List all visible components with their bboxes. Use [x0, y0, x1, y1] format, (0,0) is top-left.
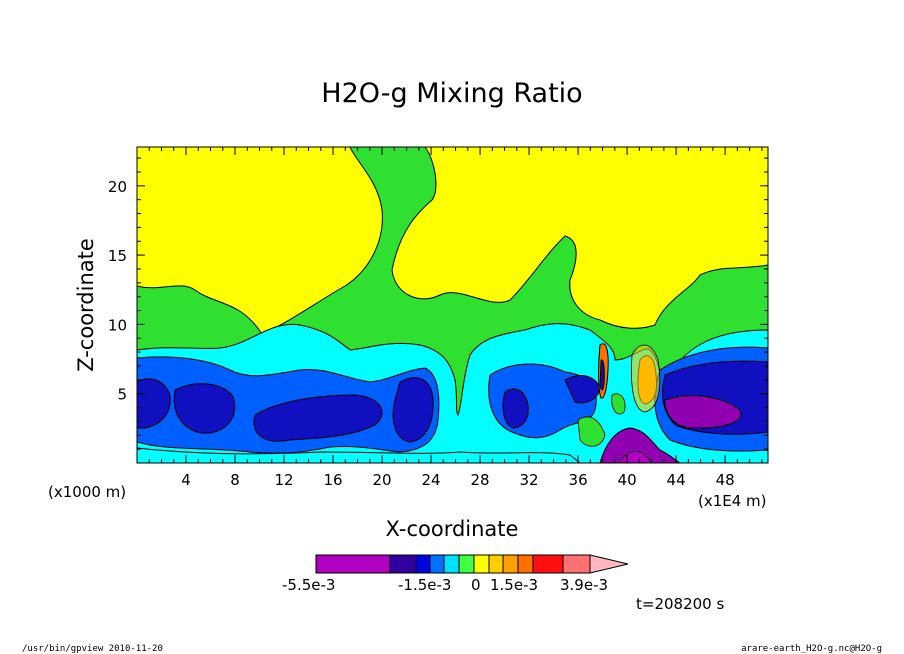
region-column-dark	[599, 359, 605, 391]
colorbar-segment	[562, 554, 591, 574]
colorbar-segment	[488, 554, 504, 574]
colorbar-label-5: 3.9e-3	[560, 576, 608, 594]
colorbar-extend-arrow	[589, 554, 629, 574]
colorbar-segment	[502, 554, 519, 574]
y-tick-label: 10	[108, 316, 127, 334]
region-darkblue-3	[253, 394, 383, 442]
x-tick-label: 24	[422, 471, 441, 489]
x-tick-label: 44	[667, 471, 686, 489]
colorbar-label-1: -5.5e-3	[282, 576, 335, 594]
x-unit-right: (x1E4 m)	[698, 492, 767, 510]
footer-left: /usr/bin/gpview 2010-11-20	[22, 644, 163, 654]
x-axis-title: X-coordinate	[386, 517, 519, 541]
colorbar-label-2: -1.5e-3	[398, 576, 451, 594]
x-tick-label: 20	[373, 471, 392, 489]
region-darkblue-5	[502, 388, 529, 429]
colorbar-segment	[532, 554, 564, 574]
time-label: t=208200 s	[636, 595, 724, 613]
x-axis: 4 8 12 16 20 24 28 32 36 40 44 48	[148, 147, 763, 489]
x-tick-label: 16	[323, 471, 342, 489]
x-tick-label: 40	[618, 471, 637, 489]
x-tick-label: 12	[274, 471, 293, 489]
colorbar-segment	[458, 554, 475, 574]
colorbar-segment	[389, 554, 417, 574]
plot-frame	[136, 146, 769, 464]
colorbar-segment	[415, 554, 431, 574]
x-tick-label: 36	[569, 471, 588, 489]
x-tick-label: 8	[230, 471, 240, 489]
plot-area	[136, 146, 769, 464]
region-darkblue-2	[173, 383, 236, 434]
colorbar-segment	[517, 554, 534, 574]
y-axis: 5 10 15 20	[108, 157, 768, 450]
region-darkblue-4	[392, 377, 434, 443]
footer-right: arare-earth_H2O-g.nc@H2O-g	[741, 644, 882, 654]
chart-title: H2O-g Mixing Ratio	[321, 78, 582, 109]
colorbar	[315, 554, 629, 574]
x-tick-label: 32	[520, 471, 539, 489]
colorbar-label-3: 0	[471, 576, 481, 594]
x-unit-left: (x1000 m)	[48, 483, 126, 501]
region-purple-2	[599, 427, 681, 463]
region-lightorange	[631, 344, 661, 413]
y-tick-label: 15	[108, 247, 127, 265]
y-axis-title: Z-coordinate	[74, 238, 98, 372]
colorbar-label-4: 1.5e-3	[490, 576, 538, 594]
y-tick-label: 20	[108, 178, 127, 196]
colorbar-segment	[473, 554, 490, 574]
x-tick-label: 28	[471, 471, 490, 489]
contour-field	[137, 147, 768, 463]
region-green-blobs	[577, 393, 626, 447]
y-tick-label: 5	[117, 386, 127, 404]
x-tick-label: 48	[716, 471, 735, 489]
colorbar-segment	[315, 554, 391, 574]
region-darkblue-1	[137, 378, 171, 429]
colorbar-segment	[429, 554, 445, 574]
region-purple-1	[664, 395, 742, 429]
x-tick-label: 4	[181, 471, 191, 489]
colorbar-segment	[443, 554, 460, 574]
